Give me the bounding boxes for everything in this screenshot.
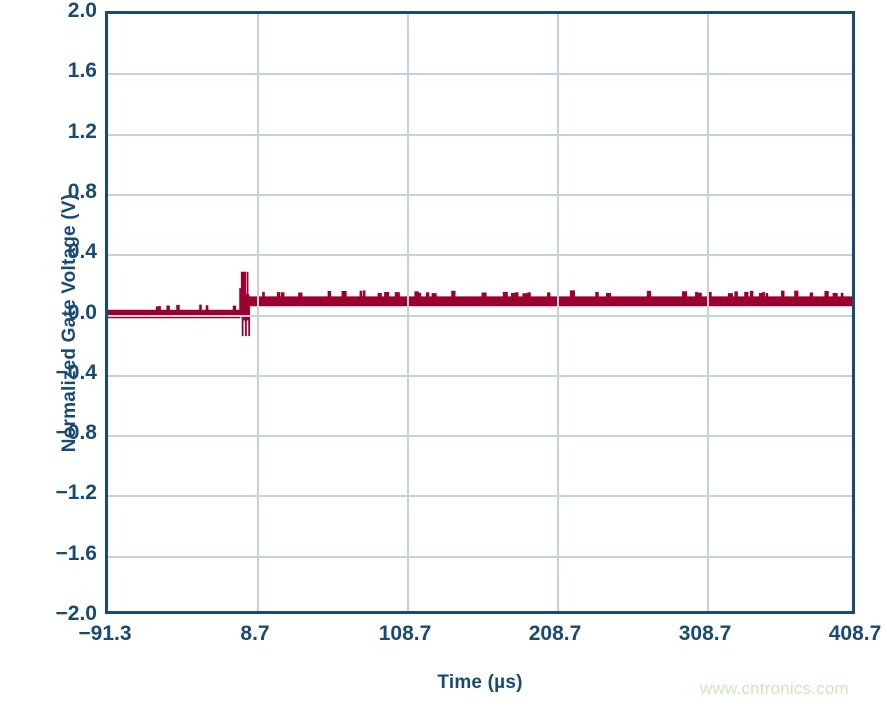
gridline-vertical [557, 14, 559, 611]
trace-path [108, 271, 852, 337]
gridline-horizontal [108, 555, 852, 558]
y-tick-label: −2.0 [55, 602, 97, 625]
gridline-vertical [407, 14, 409, 611]
y-tick-label: 0.8 [67, 179, 97, 203]
x-axis-title: Time (µs) [437, 672, 523, 693]
plot-area [105, 11, 855, 614]
gridline-horizontal [108, 435, 852, 438]
gridline-horizontal [108, 314, 852, 317]
x-tick-label: 408.7 [828, 622, 882, 645]
gridline-horizontal [108, 374, 852, 377]
x-tick-label: −91.3 [78, 622, 132, 645]
x-tick-label: 108.7 [378, 622, 432, 645]
y-axis-tick-labels: 2.0 1.6 1.2 0.8 0.4 0.0 −0.4 −0.8 −1.2 −1.6 −2.0 [0, 0, 97, 625]
gridline-vertical [257, 14, 259, 611]
y-tick-label: −0.8 [55, 421, 97, 445]
data-trace [108, 271, 852, 337]
y-tick-label: 2.0 [67, 0, 97, 22]
y-tick-label: 1.6 [67, 59, 97, 83]
gridline-horizontal [108, 73, 852, 76]
gridline-horizontal [108, 193, 852, 196]
x-axis-tick-labels: −91.3 8.7 108.7 208.7 308.7 408.7 [78, 622, 881, 652]
y-tick-label: 0.0 [67, 300, 97, 324]
x-tick-label: 208.7 [528, 622, 582, 645]
y-tick-label: 1.2 [67, 119, 97, 143]
gridline-vertical [707, 14, 709, 611]
y-tick-label: −1.2 [55, 481, 97, 505]
y-tick-label: −0.4 [55, 360, 97, 384]
x-tick-label: 308.7 [678, 622, 732, 645]
y-tick-label: −1.6 [55, 541, 97, 565]
y-tick-label: 0.4 [67, 240, 97, 264]
gridline-horizontal [108, 254, 852, 257]
gridline-horizontal [108, 495, 852, 498]
watermark: www.cntronics.com [700, 679, 849, 698]
gridline-horizontal [108, 133, 852, 136]
x-tick-label: 8.7 [240, 622, 270, 645]
